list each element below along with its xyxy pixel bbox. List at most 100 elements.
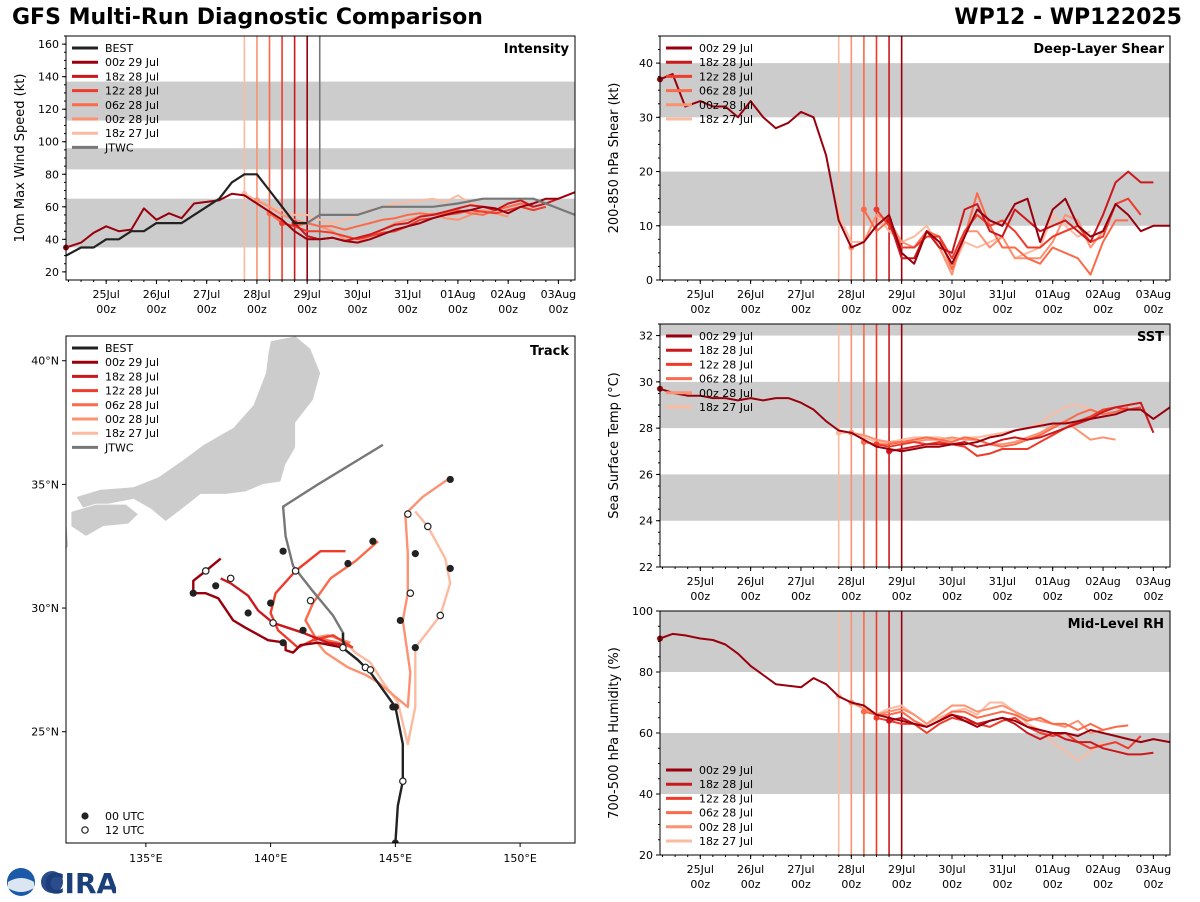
marker-00utc: [266, 599, 275, 607]
panel-title: Track: [530, 344, 569, 359]
marker-12utc: [226, 574, 235, 583]
y-tick-label: 28: [639, 422, 653, 435]
x-tick-sublabel: 00z: [197, 303, 217, 316]
legend-label: 06z 28 Jul: [699, 807, 753, 820]
landmass: [75, 336, 321, 523]
panel-title: SST: [1137, 330, 1164, 345]
legend-label: 12z 28 Jul: [699, 358, 753, 371]
y-tick-label: 30: [639, 111, 653, 124]
x-tick-label: 26Jul: [143, 288, 170, 301]
series-line: [306, 197, 575, 225]
x-tick-label: 25Jul: [687, 863, 714, 876]
x-tick-label: 31Jul: [989, 863, 1016, 876]
y-tick-label: 140: [38, 71, 59, 84]
x-tick-label: 28Jul: [243, 288, 270, 301]
legend-label: 12z 28 Jul: [105, 385, 159, 398]
x-tick-sublabel: 00z: [992, 590, 1012, 603]
marker-00utc: [446, 564, 454, 573]
x-tick-sublabel: 00z: [841, 590, 861, 603]
marker-00utc: [391, 839, 399, 843]
series-start-point: [873, 206, 880, 213]
x-tick-sublabel: 00z: [96, 303, 116, 316]
x-tick-sublabel: 00z: [942, 590, 962, 603]
track-line: [344, 510, 452, 746]
series-line: [888, 170, 1154, 260]
y-tick-label: 22: [639, 561, 653, 574]
y-tick-label: 35°N: [31, 478, 59, 491]
series-start-point: [886, 717, 893, 724]
legend-label: JTWC: [104, 441, 134, 454]
x-tick-label: 31Jul: [989, 575, 1016, 588]
legend-label: 06z 28 Jul: [699, 85, 753, 98]
threshold-band: [660, 474, 1170, 521]
marker-12utc: [423, 522, 432, 531]
x-tick-sublabel: 00z: [892, 590, 912, 603]
x-tick-label: 25Jul: [687, 288, 714, 301]
x-tick-label: 29Jul: [294, 288, 321, 301]
marker-00utc: [391, 703, 399, 711]
legend-label: 12z 28 Jul: [105, 85, 159, 98]
axes-frame: [659, 323, 1171, 568]
marker-12utc: [404, 510, 412, 518]
legend-label: 00z 28 Jul: [699, 387, 753, 400]
legend-label: 00z 29 Jul: [105, 356, 159, 369]
x-tick-sublabel: 00z: [498, 303, 518, 316]
y-tick-label: 80: [639, 666, 653, 679]
x-tick-label: 27Jul: [787, 575, 814, 588]
legend-label: JTWC: [104, 141, 134, 154]
marker-00utc: [369, 537, 377, 545]
x-tick-sublabel: 00z: [1093, 878, 1113, 891]
logo-graphic: CIRA: [7, 867, 119, 900]
x-tick-sublabel: 00z: [1043, 878, 1063, 891]
x-tick-sublabel: 00z: [348, 303, 368, 316]
x-tick-sublabel: 00z: [398, 303, 418, 316]
x-tick-sublabel: 00z: [1143, 590, 1163, 603]
legend-label: 06z 28 Jul: [105, 99, 159, 112]
legend-label: BEST: [105, 42, 133, 55]
x-tick-label: 01Aug: [440, 288, 475, 301]
legend-label: 12z 28 Jul: [699, 792, 753, 805]
x-tick-label: 02Aug: [1085, 575, 1120, 588]
legend-label: 18z 27 Jul: [699, 835, 753, 848]
marker-00utc: [446, 475, 454, 484]
x-tick-sublabel: 00z: [1043, 303, 1063, 316]
marker-00utc: [279, 547, 287, 555]
legend-label: 12z 28 Jul: [699, 70, 753, 83]
x-tick-label: 30Jul: [938, 863, 965, 876]
legend-label: 06z 28 Jul: [699, 373, 753, 386]
x-tick-label: 26Jul: [737, 575, 764, 588]
x-tick-sublabel: 00z: [1143, 878, 1163, 891]
figure-title: GFS Multi-Run Diagnostic Comparison: [12, 5, 483, 30]
x-tick-sublabel: 00z: [942, 878, 962, 891]
series-line: [875, 197, 1142, 260]
x-tick-label: 135°E: [129, 852, 162, 865]
x-tick-label: 26Jul: [737, 863, 764, 876]
series-line: [888, 401, 1155, 453]
y-tick-label: 0: [646, 274, 653, 287]
legend-label: 00z 29 Jul: [699, 42, 753, 55]
x-tick-label: 30Jul: [344, 288, 371, 301]
y-tick-label: 120: [38, 103, 59, 116]
axes-frame: [65, 335, 576, 844]
series-line: [660, 73, 1170, 265]
marker-12utc: [306, 596, 315, 605]
marker-12utc: [201, 567, 210, 575]
y-tick-label: 160: [38, 38, 59, 51]
legend-label: 00z 29 Jul: [699, 764, 753, 777]
y-tick-label: 30°N: [31, 602, 59, 615]
legend-label: 18z 28 Jul: [699, 56, 753, 69]
y-tick-label: 26: [639, 468, 653, 481]
y-tick-label: 100: [38, 136, 59, 149]
threshold-band: [660, 733, 1170, 794]
x-tick-sublabel: 00z: [1093, 590, 1113, 603]
marker-12utc: [399, 777, 407, 785]
legend-label: 18z 28 Jul: [699, 344, 753, 357]
legend-label: 00z 29 Jul: [105, 56, 159, 69]
x-tick-label: 28Jul: [838, 288, 865, 301]
legend-label: 18z 28 Jul: [105, 370, 159, 383]
panel-title: Intensity: [504, 42, 570, 57]
track-line: [281, 443, 384, 648]
y-tick-label: 80: [45, 168, 59, 181]
marker-00utc: [189, 589, 197, 597]
